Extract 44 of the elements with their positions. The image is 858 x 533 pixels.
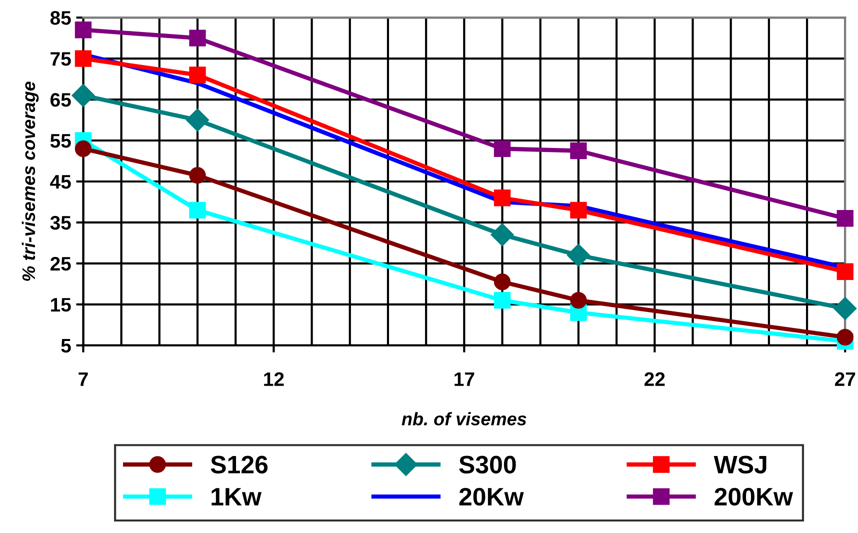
point	[74, 50, 92, 67]
point	[72, 84, 95, 107]
point	[490, 223, 514, 246]
point	[186, 108, 210, 132]
point	[570, 142, 587, 160]
legend-label: S126	[210, 456, 268, 474]
y-tick-label: 75	[50, 52, 71, 66]
point	[836, 263, 854, 280]
point	[836, 328, 854, 346]
point	[189, 66, 206, 84]
legend-label: 200Kw	[714, 488, 794, 506]
point	[834, 297, 857, 320]
point	[570, 292, 587, 309]
point	[189, 30, 206, 46]
y-axis-title: % tri-visemes coverage	[22, 82, 39, 281]
x-tick-label: 22	[644, 372, 665, 386]
y-tick-label: 55	[50, 134, 71, 148]
y-tick-label: 25	[50, 256, 71, 271]
point	[570, 202, 587, 218]
point	[494, 292, 511, 309]
point	[494, 190, 511, 206]
point	[566, 244, 590, 267]
legend-label: WSJ	[714, 456, 766, 474]
point	[189, 167, 206, 184]
legend-label: 20Kw	[459, 488, 524, 506]
y-tick-label: 45	[50, 175, 71, 189]
y-tick-label: 65	[50, 93, 71, 107]
point	[189, 202, 206, 218]
x-axis-title: nb. of visemes	[402, 412, 526, 426]
point	[836, 210, 854, 227]
legend-label: 1Kw	[212, 488, 262, 506]
x-tick-label: 12	[264, 372, 284, 386]
point	[494, 274, 511, 290]
point	[74, 22, 92, 38]
point	[74, 140, 92, 158]
y-tick-label: 85	[50, 11, 71, 25]
legend-label: S300	[459, 456, 516, 474]
y-tick-label: 35	[50, 216, 71, 230]
x-tick-label: 7	[78, 372, 88, 386]
x-tick-label: 17	[454, 372, 474, 386]
point	[494, 140, 511, 158]
y-tick-label: 15	[51, 298, 71, 312]
y-tick-label: 5	[61, 339, 71, 353]
x-tick-label: 27	[834, 372, 856, 386]
